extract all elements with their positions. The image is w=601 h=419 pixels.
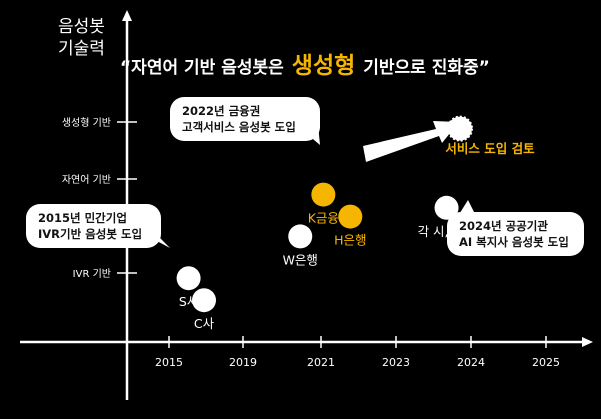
data-point [338, 204, 363, 229]
callout-line: 2024년 공공기관 [459, 219, 548, 233]
annotation-label: 서비스 도입 검토 [445, 141, 535, 156]
callout-line: 2015년 민간기업 [38, 211, 127, 225]
data-point [447, 115, 474, 142]
data-point [288, 224, 313, 249]
headline: “자연어 기반 음성봇은 생성형 기반으로 진화중” [120, 46, 590, 80]
data-point [176, 266, 201, 291]
y-tick-label: 생성형 기반 [62, 117, 111, 129]
y-axis-title: 음성봇 기술력 [58, 16, 105, 60]
callout-line: IVR기반 음성봇 도입 [38, 227, 143, 241]
x-axis-arrowhead [582, 337, 593, 347]
headline-before: “자연어 기반 음성봇은 [120, 58, 284, 78]
y-tick-label: IVR 기반 [73, 268, 111, 280]
headline-accent: 생성형 [291, 53, 356, 79]
y-tick-label: 자연어 기반 [62, 174, 111, 186]
callout-line: 고객서비스 음성봇 도입 [182, 120, 296, 134]
y-axis-arrowhead [122, 10, 132, 21]
headline-after: 기반으로 진화중” [363, 58, 490, 78]
y-axis-title-line2: 기술력 [58, 39, 105, 59]
data-point-label: H은행 [334, 233, 366, 248]
x-tick-label: 2015 [155, 356, 183, 369]
data-point [192, 288, 216, 313]
data-point-label: W은행 [283, 252, 318, 267]
callout-2024-public: 2024년 공공기관 AI 복지사 음성봇 도입 [447, 212, 584, 256]
callout-line: 2022년 금융권 [182, 104, 261, 118]
data-point-label: C사 [194, 316, 215, 331]
x-tick-label: 2019 [229, 356, 257, 369]
y-axis-title-line1: 음성봇 [58, 17, 105, 37]
callout-line: AI 복지사 음성봇 도입 [459, 235, 569, 249]
data-point [311, 182, 336, 207]
callout-2022-finance: 2022년 금융권 고객서비스 음성봇 도입 [170, 97, 320, 141]
x-tick-label: 2023 [382, 356, 410, 369]
data-point-label: K금융 [308, 211, 339, 226]
callout-2015-private: 2015년 민간기업 IVR기반 음성봇 도입 [26, 204, 161, 248]
trend-arrow [363, 121, 459, 162]
x-tick-label: 2025 [532, 356, 560, 369]
x-tick-label: 2021 [307, 356, 335, 369]
x-tick-label: 2024 [457, 356, 485, 369]
